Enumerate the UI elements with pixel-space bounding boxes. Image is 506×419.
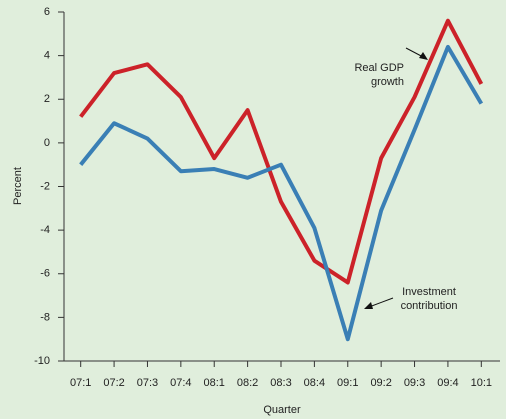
x-tick-label: 09:3 [404, 377, 425, 389]
x-tick-label: 07:3 [137, 377, 158, 389]
y-tick-label: 4 [44, 50, 50, 62]
y-tick-label: -10 [34, 355, 50, 367]
annotation-arrowhead [419, 52, 428, 60]
y-tick-label: -6 [40, 268, 50, 280]
annotation: Investment [402, 286, 456, 298]
annotation-arrowhead [364, 302, 373, 309]
annotation-arrow [368, 297, 394, 308]
annotation: growth [371, 76, 404, 88]
y-tick-label: -2 [40, 180, 50, 192]
annotation: Real GDP [354, 62, 404, 74]
y-tick-label: -4 [40, 224, 50, 236]
x-axis-label: Quarter [263, 404, 301, 416]
x-tick-label: 08:2 [237, 377, 258, 389]
annotation: contribution [401, 300, 458, 312]
x-tick-label: 08:1 [204, 377, 225, 389]
x-tick-label: 07:4 [170, 377, 191, 389]
y-axis-label: Percent [12, 167, 24, 205]
series-line [79, 44, 484, 342]
x-tick-label: 09:4 [437, 377, 458, 389]
x-tick-label: 09:1 [337, 377, 358, 389]
x-tick-label: 07:2 [103, 377, 124, 389]
x-tick-label: 10:1 [471, 377, 492, 389]
y-tick-label: 0 [44, 137, 50, 149]
x-tick-label: 08:4 [304, 377, 325, 389]
y-tick-label: -8 [40, 311, 50, 323]
x-tick-label: 09:2 [370, 377, 391, 389]
y-tick-label: 2 [44, 93, 50, 105]
x-tick-label: 08:3 [270, 377, 291, 389]
x-tick-label: 07:1 [70, 377, 91, 389]
y-tick-label: 6 [44, 6, 50, 18]
series-line [79, 18, 484, 285]
